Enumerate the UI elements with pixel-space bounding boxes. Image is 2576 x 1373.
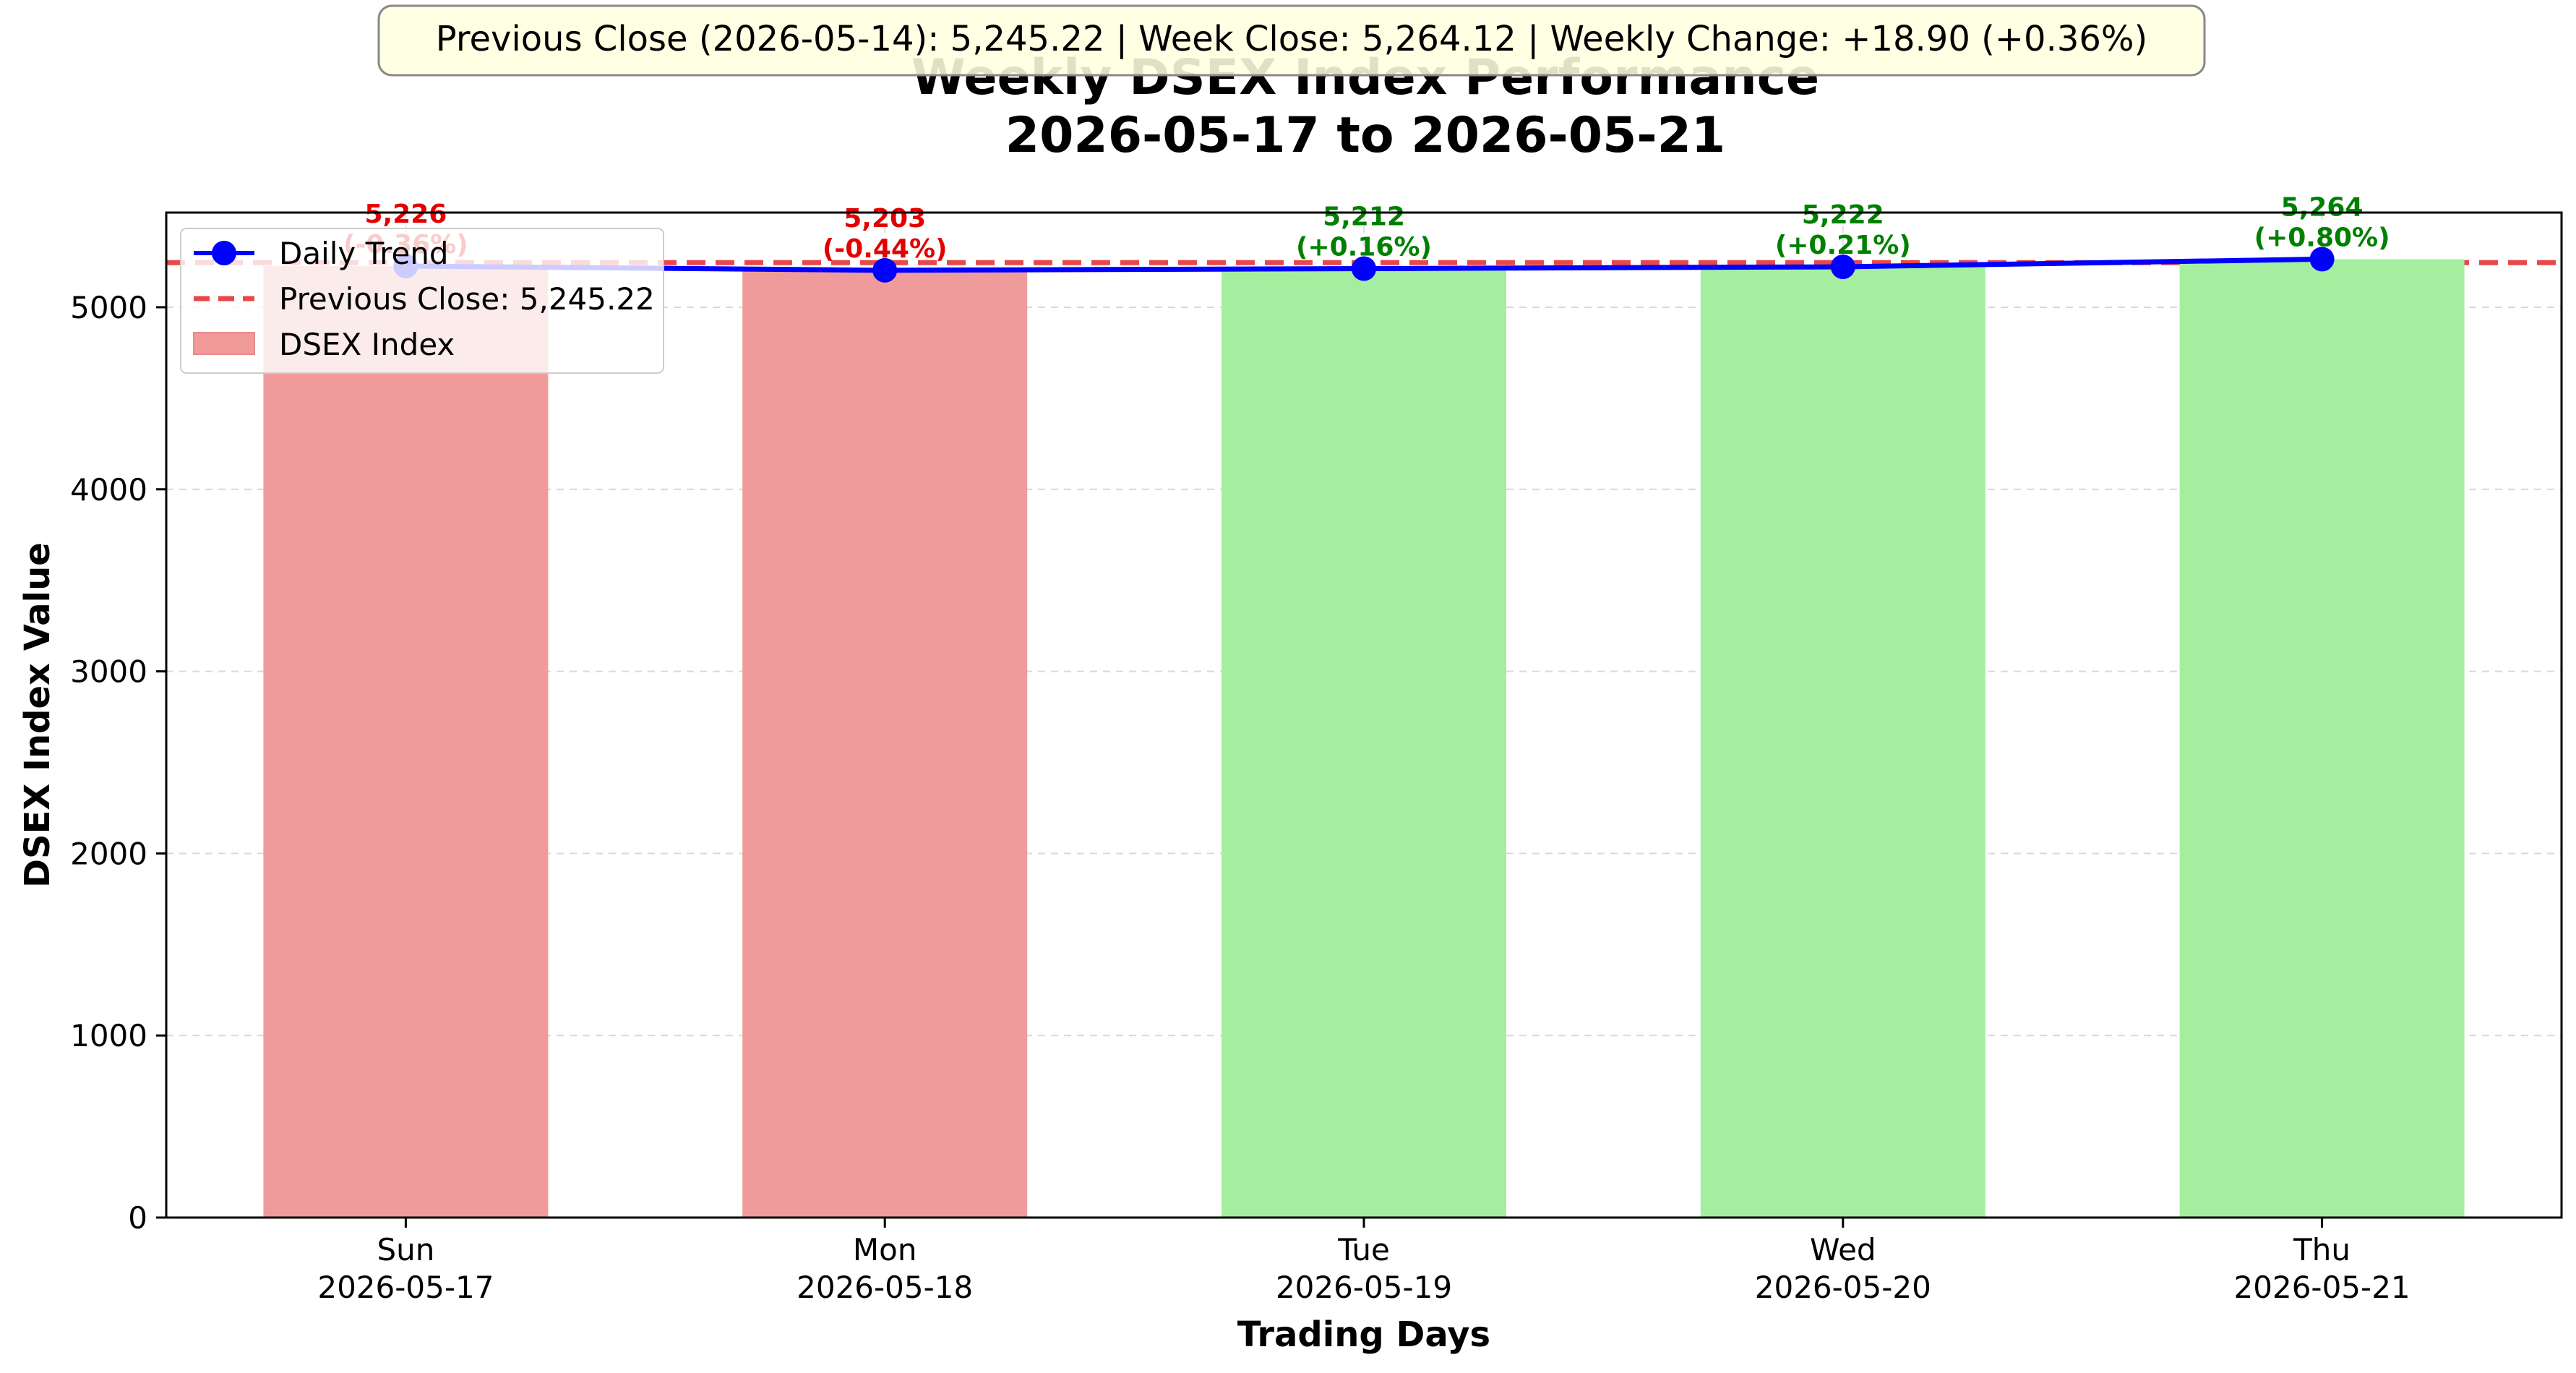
bar-sun	[263, 266, 549, 1218]
legend-frame	[180, 228, 664, 374]
weekly-summary-text: Previous Close (2026-05-14): 5,245.22 | …	[436, 19, 2148, 59]
x-tick-date: 2026-05-19	[1276, 1270, 1452, 1305]
change-label: (+0.21%)	[1775, 231, 1911, 260]
legend: Daily Trend Previous Close: 5,245.22 DSE…	[180, 228, 664, 374]
trend-point-mon	[872, 257, 898, 283]
y-tick-label: 5000	[70, 290, 147, 325]
bars-layer	[263, 259, 2465, 1218]
y-tick-label: 0	[128, 1200, 147, 1236]
bar-thu	[2179, 259, 2465, 1218]
y-axis-label: DSEX Index Value	[17, 542, 58, 888]
y-tick-label: 3000	[70, 654, 147, 690]
bar-wed	[1700, 267, 1985, 1218]
value-label: 5,226	[364, 200, 447, 229]
value-label: 5,203	[843, 204, 926, 234]
bar-mon	[742, 270, 1028, 1218]
bar-tue	[1222, 268, 1506, 1218]
x-axis-label: Trading Days	[1237, 1314, 1490, 1355]
x-tick-day: Wed	[1810, 1232, 1876, 1267]
x-tick-date: 2026-05-17	[317, 1270, 494, 1305]
change-label: (+0.16%)	[1296, 233, 1432, 262]
y-tick-label: 2000	[70, 836, 147, 871]
value-label: 5,212	[1323, 202, 1405, 232]
trend-point-tue	[1352, 256, 1376, 281]
value-label: 5,222	[1802, 200, 1884, 230]
value-label: 5,264	[2281, 192, 2364, 222]
legend-label-daily-trend: Daily Trend	[279, 236, 449, 271]
chart-title-line2: 2026-05-17 to 2026-05-21	[1005, 107, 1726, 164]
x-tick-day: Tue	[1337, 1232, 1390, 1267]
legend-swatch-dsex-index	[193, 332, 255, 355]
trend-point-wed	[1830, 255, 1855, 280]
x-tick-day: Mon	[853, 1232, 917, 1267]
weekly-summary-box: Previous Close (2026-05-14): 5,245.22 | …	[377, 4, 2206, 77]
legend-marker-daily-trend	[212, 241, 236, 265]
legend-label-dsex-index: DSEX Index	[279, 327, 455, 362]
y-axis: 0 1000 2000 3000 4000 5000	[70, 290, 166, 1236]
weekly-summary-frame	[377, 4, 2206, 77]
trend-point-thu	[2309, 247, 2335, 272]
x-tick-date: 2026-05-20	[1755, 1270, 1931, 1305]
x-tick-day: Thu	[2293, 1232, 2350, 1267]
y-tick-label: 1000	[70, 1018, 147, 1053]
change-label: (-0.44%)	[823, 234, 948, 264]
change-label: (+0.80%)	[2254, 223, 2390, 252]
x-tick-date: 2026-05-18	[797, 1270, 973, 1305]
x-tick-day: Sun	[377, 1232, 434, 1267]
x-tick-date: 2026-05-21	[2234, 1270, 2410, 1305]
legend-label-previous-close: Previous Close: 5,245.22	[279, 281, 655, 317]
y-tick-label: 4000	[70, 472, 147, 508]
